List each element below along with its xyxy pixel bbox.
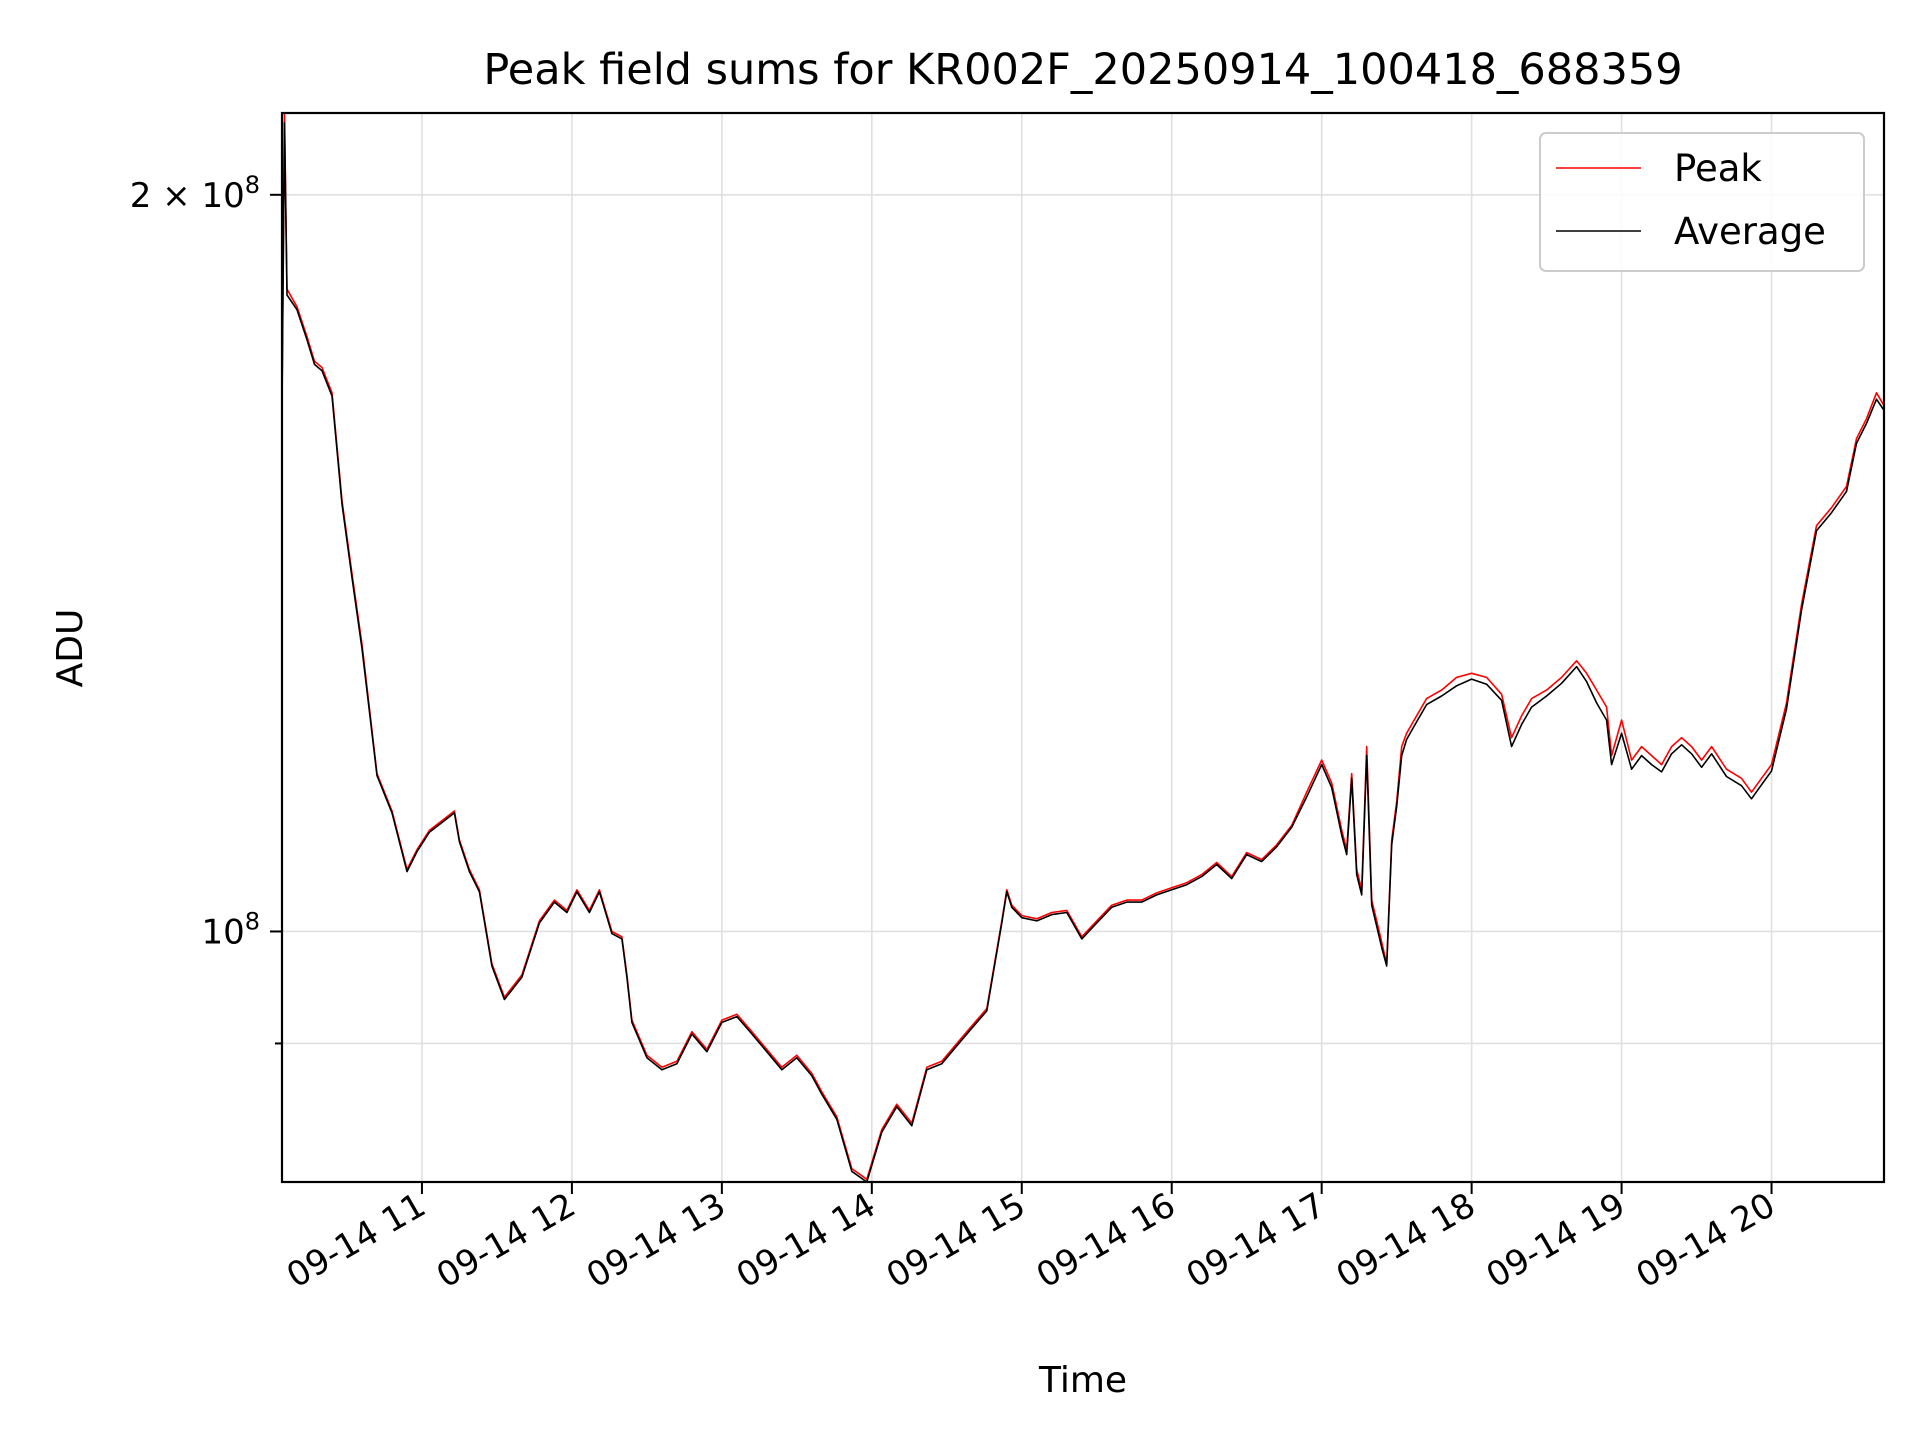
- y-axis-ticks: 108 2 × 108: [130, 171, 282, 1045]
- legend-label-peak: Peak: [1674, 147, 1762, 190]
- chart-title: Peak field sums for KR002F_20250914_1004…: [483, 45, 1682, 95]
- gridlines: [282, 113, 1884, 1182]
- x-axis-title: Time: [1038, 1360, 1127, 1401]
- plot-frame: [280, 111, 1886, 1184]
- legend: Peak Average: [1539, 132, 1865, 272]
- plot-series: [281, 112, 1885, 1183]
- y-tick-label: 2 × 108: [130, 171, 260, 216]
- y-tick-label: 108: [201, 907, 260, 952]
- y-axis-title: ADU: [50, 609, 91, 688]
- legend-label-average: Average: [1674, 210, 1826, 253]
- series-line-average: [281, 122, 1885, 1183]
